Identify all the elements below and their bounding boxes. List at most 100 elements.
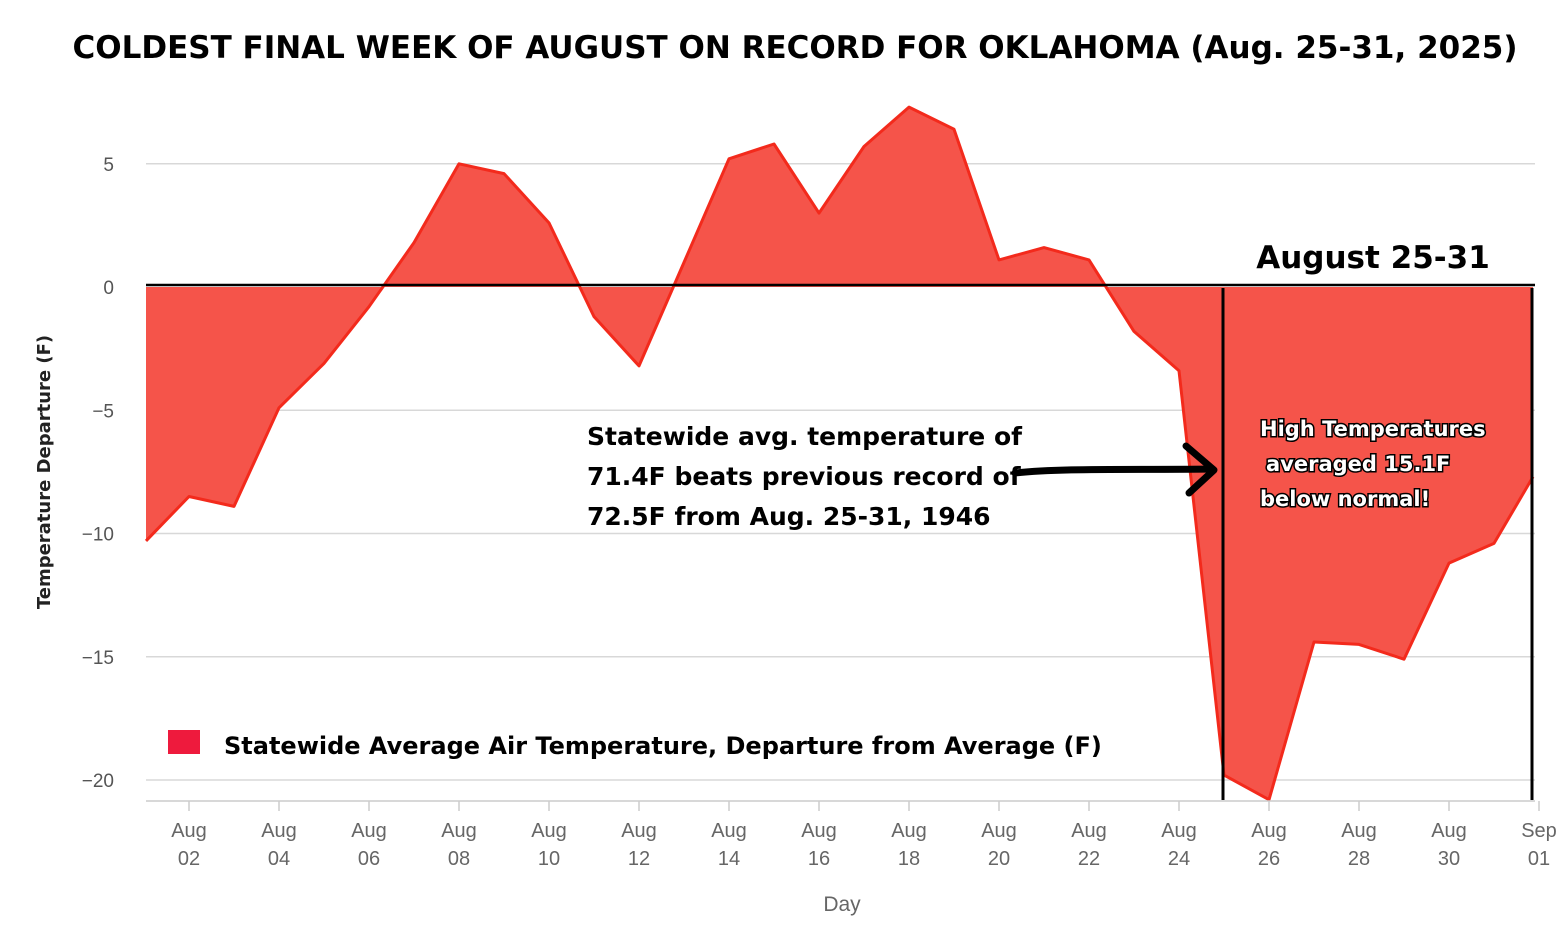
x-tick-day: 12 bbox=[628, 848, 650, 870]
x-tick-label: Aug 12 bbox=[621, 820, 657, 870]
high-temp-note-line-2: averaged 15.1F bbox=[1266, 452, 1450, 476]
x-tick-label: Aug 06 bbox=[351, 820, 387, 870]
data-point[interactable] bbox=[544, 218, 554, 228]
legend-label: Statewide Average Air Temperature, Depar… bbox=[224, 732, 1102, 760]
x-tick-month: Aug bbox=[1341, 820, 1377, 842]
record-note: Statewide avg. temperature of 71.4F beat… bbox=[587, 422, 1031, 531]
series-area-fill bbox=[146, 107, 1533, 800]
y-axis-ticks: 5 0 −5 −10 −15 −20 bbox=[82, 155, 114, 792]
x-tick-day: 10 bbox=[538, 848, 560, 870]
x-tick-label: Sep 01 bbox=[1521, 820, 1556, 870]
x-tick-month: Aug bbox=[261, 820, 297, 842]
data-point[interactable] bbox=[1039, 243, 1049, 253]
x-tick-day: 22 bbox=[1078, 848, 1100, 870]
x-tick-month: Aug bbox=[1251, 820, 1287, 842]
high-temp-note: High Temperatures averaged 15.1F below n… bbox=[1260, 417, 1493, 511]
x-tick-month: Aug bbox=[531, 820, 567, 842]
data-point[interactable] bbox=[589, 312, 599, 322]
record-note-line-1: Statewide avg. temperature of bbox=[587, 422, 1023, 451]
data-point[interactable] bbox=[1174, 366, 1184, 376]
record-arrow-head bbox=[1182, 442, 1218, 497]
x-tick-month: Aug bbox=[441, 820, 477, 842]
data-point[interactable] bbox=[1129, 326, 1139, 336]
data-point[interactable] bbox=[859, 141, 869, 151]
x-tick-label: Aug 24 bbox=[1161, 820, 1197, 870]
y-tick-label: 5 bbox=[103, 155, 114, 176]
x-tick-month: Aug bbox=[171, 820, 207, 842]
x-tick-month: Aug bbox=[981, 820, 1017, 842]
x-tick-label: Aug 14 bbox=[711, 820, 747, 870]
x-tick-day: 24 bbox=[1168, 848, 1190, 870]
data-point[interactable] bbox=[949, 124, 959, 134]
y-tick-label: −15 bbox=[82, 648, 114, 669]
data-point[interactable] bbox=[1489, 538, 1499, 548]
data-area bbox=[144, 105, 1535, 802]
x-tick-label: Aug 26 bbox=[1251, 820, 1287, 870]
x-tick-label: Aug 20 bbox=[981, 820, 1017, 870]
x-tick-day: 01 bbox=[1528, 848, 1550, 870]
x-tick-month: Aug bbox=[711, 820, 747, 842]
x-tick-label: Aug 22 bbox=[1071, 820, 1107, 870]
x-tick-day: 16 bbox=[808, 848, 830, 870]
data-point[interactable] bbox=[904, 102, 914, 112]
x-tick-label: Aug 28 bbox=[1341, 820, 1377, 870]
legend-swatch bbox=[168, 730, 200, 754]
data-point[interactable] bbox=[634, 361, 644, 371]
record-note-line-3: 72.5F from Aug. 25-31, 1946 bbox=[587, 502, 991, 531]
x-tick-month: Aug bbox=[801, 820, 837, 842]
x-tick-day: 08 bbox=[448, 848, 470, 870]
x-tick-day: 30 bbox=[1438, 848, 1460, 870]
data-point[interactable] bbox=[409, 238, 419, 248]
annotations: August 25-31 Statewide avg. temperature … bbox=[146, 240, 1535, 800]
y-tick-label: −20 bbox=[82, 771, 114, 792]
x-tick-label: Aug 18 bbox=[891, 820, 927, 870]
x-tick-label: Aug 02 bbox=[171, 820, 207, 870]
data-point[interactable] bbox=[1399, 654, 1409, 664]
x-tick-month: Aug bbox=[1071, 820, 1107, 842]
data-point[interactable] bbox=[184, 492, 194, 502]
x-tick-label: Aug 16 bbox=[801, 820, 837, 870]
data-point[interactable] bbox=[229, 501, 239, 511]
data-point[interactable] bbox=[1309, 637, 1319, 647]
high-temp-note-line-3: below normal! bbox=[1260, 487, 1430, 511]
data-point[interactable] bbox=[499, 169, 509, 179]
x-tick-month: Aug bbox=[891, 820, 927, 842]
series-line bbox=[144, 105, 1535, 802]
x-tick-label: Aug 10 bbox=[531, 820, 567, 870]
data-point[interactable] bbox=[1084, 255, 1094, 265]
x-tick-day: 20 bbox=[988, 848, 1010, 870]
high-temp-note-line-1: High Temperatures bbox=[1260, 417, 1486, 441]
data-point[interactable] bbox=[319, 358, 329, 368]
x-tick-label: Aug 04 bbox=[261, 820, 297, 870]
x-axis-title: Day bbox=[823, 893, 861, 916]
data-point[interactable] bbox=[769, 139, 779, 149]
legend[interactable]: Statewide Average Air Temperature, Depar… bbox=[168, 730, 1102, 760]
data-point[interactable] bbox=[1354, 639, 1364, 649]
x-tick-day: 04 bbox=[268, 848, 290, 870]
x-tick-day: 26 bbox=[1258, 848, 1280, 870]
data-point[interactable] bbox=[994, 255, 1004, 265]
x-axis-ticks: Aug 02 Aug 04 Aug 06 Aug 08 Aug 10 Aug 12 Aug 14 Aug 16… bbox=[171, 801, 1556, 870]
x-tick-month: Aug bbox=[1161, 820, 1197, 842]
data-point[interactable] bbox=[1444, 558, 1454, 568]
x-tick-day: 18 bbox=[898, 848, 920, 870]
x-tick-label: Aug 30 bbox=[1431, 820, 1467, 870]
data-point[interactable] bbox=[454, 159, 464, 169]
y-axis-title: Temperature Departure (F) bbox=[34, 335, 55, 609]
week-label: August 25-31 bbox=[1256, 240, 1490, 276]
data-point[interactable] bbox=[679, 257, 689, 267]
data-point[interactable] bbox=[274, 403, 284, 413]
data-point[interactable] bbox=[814, 208, 824, 218]
data-point[interactable] bbox=[141, 536, 151, 546]
data-point[interactable] bbox=[724, 154, 734, 164]
record-note-line-2: 71.4F beats previous record of bbox=[587, 462, 1022, 491]
data-point[interactable] bbox=[364, 302, 374, 312]
x-tick-day: 14 bbox=[718, 848, 740, 870]
x-tick-label: Aug 08 bbox=[441, 820, 477, 870]
chart-title: COLDEST FINAL WEEK OF AUGUST ON RECORD F… bbox=[72, 30, 1517, 66]
x-tick-month: Aug bbox=[621, 820, 657, 842]
y-tick-label: −5 bbox=[92, 401, 114, 422]
x-tick-day: 28 bbox=[1348, 848, 1370, 870]
y-tick-label: −10 bbox=[82, 525, 114, 546]
